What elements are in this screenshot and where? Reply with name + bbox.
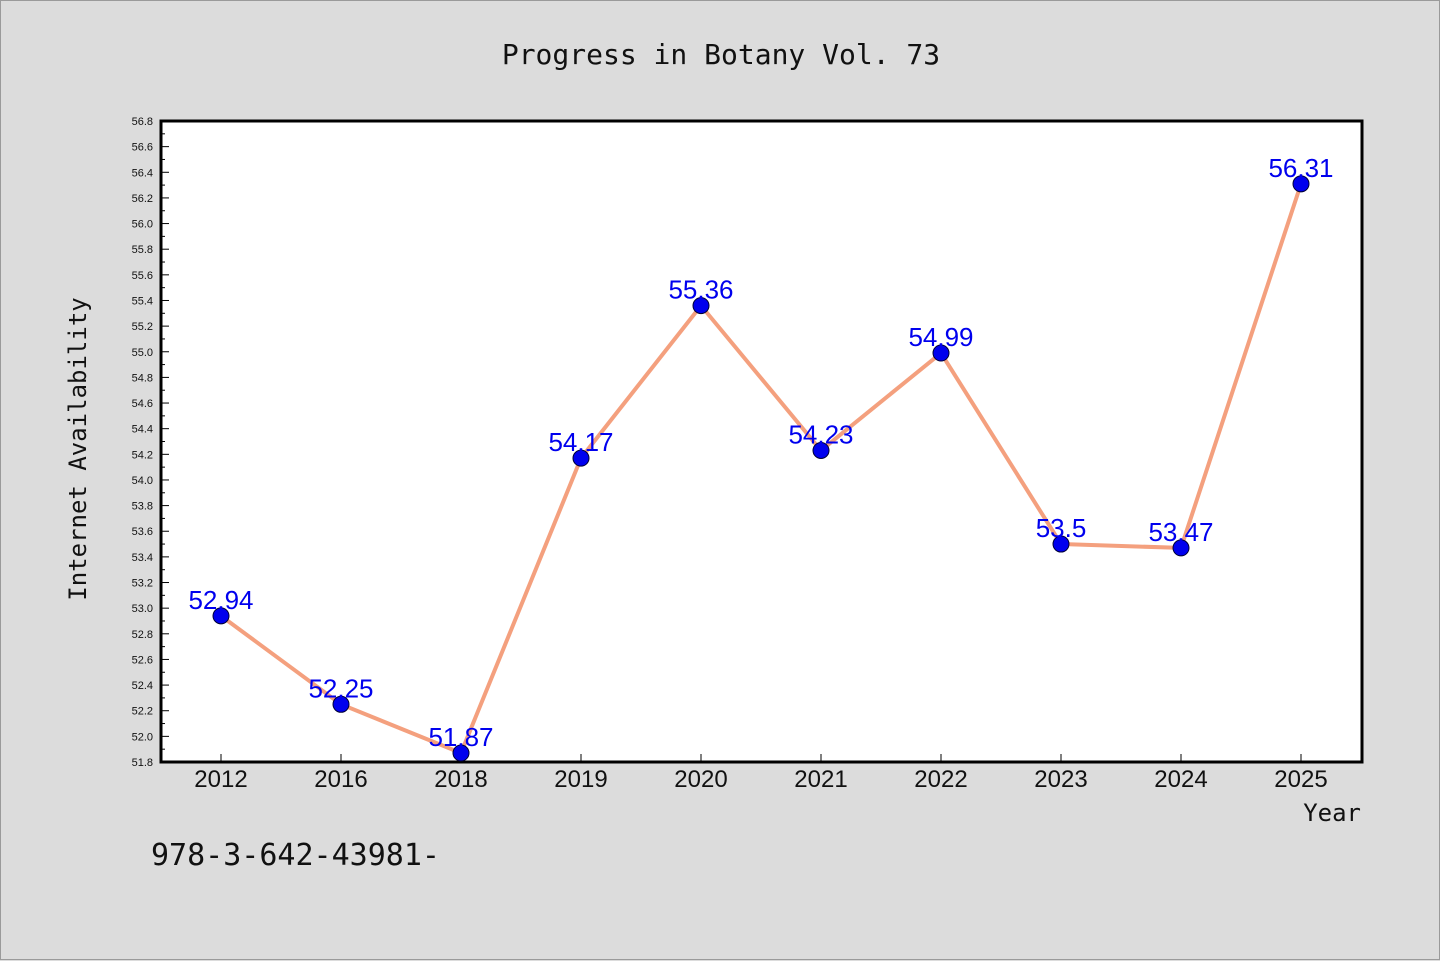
y-tick-label: 52.6 (132, 654, 153, 666)
data-point-marker (452, 744, 470, 762)
data-point-marker (212, 607, 230, 625)
y-tick-label: 53.8 (132, 501, 153, 513)
data-series: 52.94 52.25 51.87 54.17 55.36 54.23 54.99 53.5 5… (188, 153, 1334, 762)
y-tick-label: 52.2 (132, 706, 153, 718)
y-tick-label: 54.6 (132, 398, 153, 410)
x-tick-label: 2012 (194, 766, 247, 793)
data-label: 52.25 (308, 673, 373, 703)
x-tick-label: 2022 (914, 766, 967, 793)
data-label: 53.5 (1036, 513, 1087, 543)
y-tick-label: 53.0 (132, 603, 153, 615)
data-label: 56.31 (1268, 153, 1333, 183)
y-tick-label: 52.8 (132, 629, 153, 641)
data-point-marker (1052, 535, 1070, 553)
y-tick-label: 56.4 (132, 167, 153, 179)
y-tick-label: 56.0 (132, 219, 153, 231)
y-tick-label: 52.0 (132, 731, 153, 743)
data-label: 54.17 (548, 427, 613, 457)
chart-title: Progress in Botany Vol. 73 (502, 38, 940, 71)
data-point-marker (692, 297, 710, 315)
plot-area (159, 119, 1364, 764)
footer-isbn-text: 978-3-642-43981- (151, 838, 440, 873)
data-label: 53.47 (1148, 517, 1213, 547)
y-tick-label: 54.2 (132, 449, 153, 461)
series-line (219, 183, 1303, 756)
data-label: 52.94 (188, 585, 253, 615)
x-tick-label: 2020 (674, 766, 727, 793)
x-tick-label: 2025 (1274, 766, 1327, 793)
y-tick-label: 55.2 (132, 321, 153, 333)
y-tick-label: 53.4 (132, 552, 153, 564)
y-axis-title: Internet Availability (64, 297, 92, 600)
data-point-marker (1172, 539, 1190, 557)
y-tick-label: 55.4 (132, 295, 153, 307)
x-tick-label: 2016 (314, 766, 367, 793)
data-point-marker (1292, 175, 1310, 193)
y-tick-label: 52.4 (132, 680, 153, 692)
x-axis: 2012 2016 2018 2019 2020 2021 2022 2023 2024 2025 (194, 754, 1328, 793)
data-point-marker (332, 695, 350, 713)
data-label: 54.99 (908, 322, 973, 352)
y-tick-label: 53.2 (132, 578, 153, 590)
y-tick-label: 56.2 (132, 193, 153, 205)
data-point-marker (932, 344, 950, 362)
data-point-marker (572, 449, 590, 467)
y-tick-label: 56.8 (132, 116, 153, 128)
y-tick-label: 55.6 (132, 270, 153, 282)
x-tick-label: 2023 (1034, 766, 1087, 793)
data-label: 55.36 (668, 275, 733, 305)
x-tick-label: 2024 (1154, 766, 1207, 793)
y-tick-label: 53.6 (132, 526, 153, 538)
x-tick-label: 2018 (434, 766, 487, 793)
x-tick-label: 2019 (554, 766, 607, 793)
y-tick-label: 51.8 (132, 757, 153, 769)
x-tick-label: 2021 (794, 766, 847, 793)
data-label: 51.87 (428, 722, 493, 752)
data-label: 54.23 (788, 419, 853, 449)
y-tick-label: 54.0 (132, 475, 153, 487)
y-tick-label: 54.8 (132, 372, 153, 384)
y-axis: 51.8 52.0 52.2 52.4 52.6 52.8 53.0 53.2 53.4 53.6… (132, 116, 169, 769)
data-point-marker (812, 441, 830, 459)
x-axis-title: Year (1303, 799, 1361, 827)
y-tick-label: 55.8 (132, 244, 153, 256)
y-tick-label: 54.4 (132, 424, 153, 436)
y-tick-label: 56.6 (132, 142, 153, 154)
y-tick-label: 55.0 (132, 347, 153, 359)
